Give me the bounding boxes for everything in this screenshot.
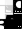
Line: 10%: 10% xyxy=(2,14,22,29)
Line: INTRA FRAME RATE: 1/12: INTRA FRAME RATE: 1/12 xyxy=(2,0,22,16)
10% xyxy=(6,24,7,25)
Line: INTRA FRAME RATE: 1/24: INTRA FRAME RATE: 1/24 xyxy=(2,0,22,16)
Text: FIG. 3: FIG. 3 xyxy=(2,27,22,29)
INTRA FRAME RATE: 1/12: (39, 32.7): 1/12: (39, 32.7) xyxy=(18,4,19,5)
1% xyxy=(15,18,16,19)
Text: FIG. 2: FIG. 2 xyxy=(2,13,22,29)
10% xyxy=(15,18,16,19)
0.5% xyxy=(15,18,16,19)
1% xyxy=(6,18,7,19)
Line: 1.5%: 1.5% xyxy=(2,13,22,24)
1.5% xyxy=(15,18,16,19)
Line: 1%: 1% xyxy=(2,13,22,24)
Legend: INTRA FRAME RATE: 1/12, INTRA FRAME RATE: 1/24, INTRA FRAME RATE: 1/48: INTRA FRAME RATE: 1/12, INTRA FRAME RATE… xyxy=(0,0,13,5)
Legend: 0.5%, 1%, 1.5%, 10%: 0.5%, 1%, 1.5%, 10% xyxy=(0,0,12,19)
Line: INTRA FRAME RATE: 1/48: INTRA FRAME RATE: 1/48 xyxy=(2,0,22,16)
Line: 0.5%: 0.5% xyxy=(2,13,22,24)
